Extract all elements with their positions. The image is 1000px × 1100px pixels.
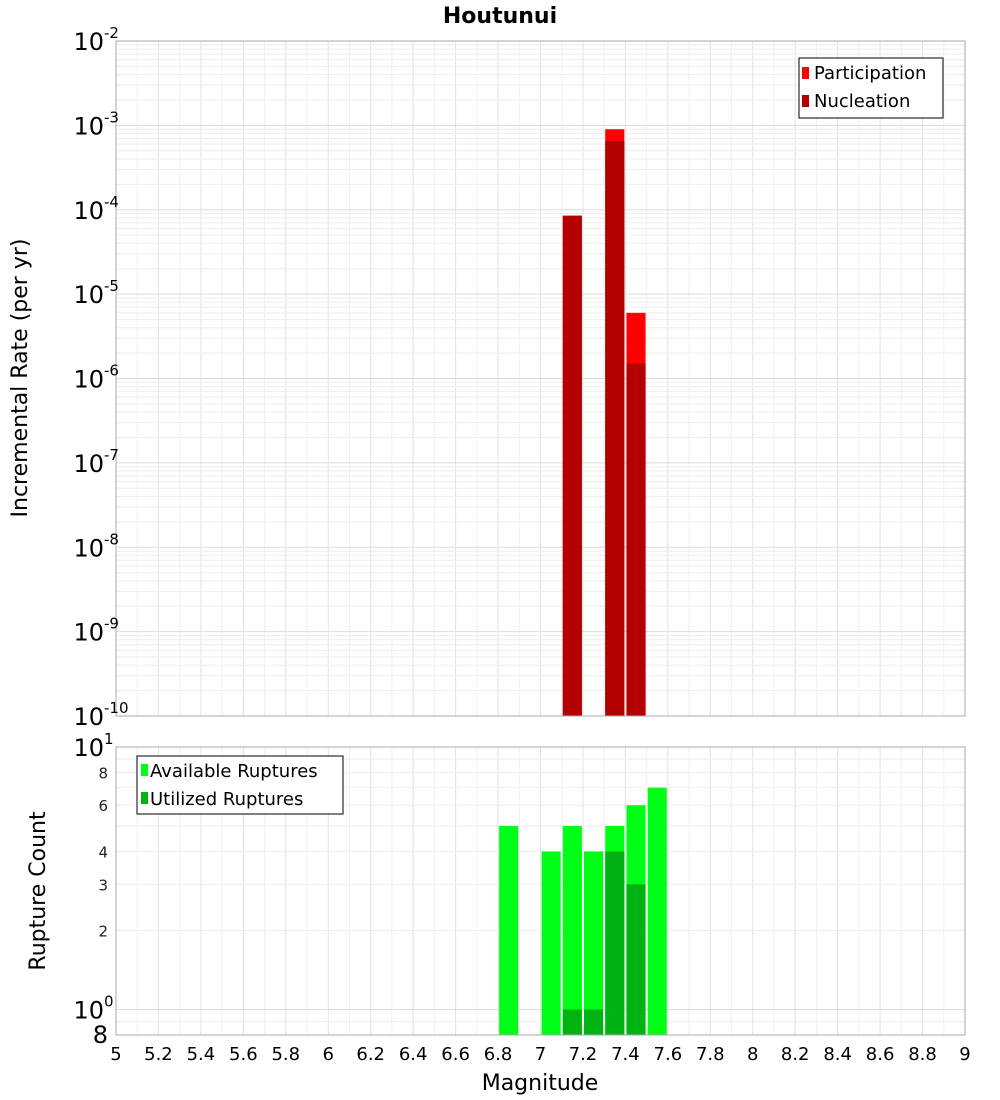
rate-y-tick-base: 10 xyxy=(73,703,104,731)
count-bar xyxy=(499,826,519,1035)
rate-y-tick-base: 10 xyxy=(73,197,104,225)
x-tick-label: 8.4 xyxy=(823,1044,852,1065)
rate-y-tick-base: 10 xyxy=(73,281,104,309)
legend-label-utilized: Utilized Ruptures xyxy=(150,789,303,810)
x-tick-label: 5.8 xyxy=(271,1044,300,1065)
count-bar xyxy=(584,851,604,1035)
x-tick-label: 8.8 xyxy=(908,1044,937,1065)
count-bar xyxy=(605,851,625,1035)
x-tick-label: 6.2 xyxy=(356,1044,385,1065)
rate-y-tick-exponent: -8 xyxy=(104,530,119,548)
legend-label-nucleation: Nucleation xyxy=(814,91,910,112)
x-tick-label: 9 xyxy=(959,1044,970,1065)
rate-y-axis-label: Incremental Rate (per yr) xyxy=(8,239,33,518)
x-tick-label: 6.4 xyxy=(399,1044,428,1065)
count-bar xyxy=(626,884,646,1035)
rate-y-tick-exponent: -2 xyxy=(104,24,119,42)
x-tick-label: 5.2 xyxy=(144,1044,173,1065)
x-tick-label: 5 xyxy=(110,1044,121,1065)
x-tick-label: 8.2 xyxy=(781,1044,810,1065)
count-bar xyxy=(584,1009,604,1035)
x-tick-label: 5.4 xyxy=(187,1044,216,1065)
x-tick-label: 6.8 xyxy=(484,1044,513,1065)
legend-swatch-nucleation xyxy=(802,95,809,107)
legend-swatch-available xyxy=(141,764,148,776)
rate-legend-box xyxy=(798,57,944,119)
count-y-tick-minor: 8 xyxy=(98,764,108,782)
rate-y-tick-exponent: -9 xyxy=(104,615,119,633)
x-tick-label: 7.6 xyxy=(654,1044,683,1065)
rate-y-tick-base: 10 xyxy=(73,366,104,394)
count-y-tick-minor: 4 xyxy=(98,843,108,861)
x-tick-label: 7.2 xyxy=(569,1044,598,1065)
rate-plot-frame xyxy=(115,40,966,717)
x-tick-label: 7.8 xyxy=(696,1044,725,1065)
rate-y-tick-base: 10 xyxy=(73,28,104,56)
x-tick-label: 8.6 xyxy=(866,1044,895,1065)
rate-bar xyxy=(626,363,646,716)
rate-y-tick-exponent: -4 xyxy=(104,193,119,211)
x-tick-label: 8 xyxy=(747,1044,758,1065)
count-legend-box xyxy=(136,755,344,815)
count-y-tick-base: 10 xyxy=(73,997,104,1025)
count-bar xyxy=(562,826,582,1035)
x-axis-label: Magnitude xyxy=(482,1071,599,1096)
rate-y-tick-exponent: -7 xyxy=(104,446,119,464)
count-plot-frame xyxy=(115,746,966,1036)
rate-y-tick-exponent: -3 xyxy=(104,108,119,126)
count-y-tick-minor: 2 xyxy=(98,923,108,941)
rate-bar xyxy=(605,141,625,717)
count-bar xyxy=(541,851,561,1035)
legend-swatch-participation xyxy=(802,67,809,79)
count-bar xyxy=(562,1009,582,1035)
legend-label-participation: Participation xyxy=(814,63,926,84)
legend-swatch-utilized xyxy=(141,792,148,804)
count-legend: Available Ruptures Utilized Ruptures xyxy=(136,755,344,815)
x-ticks: 5 5.2 5.4 5.6 5.8 6 6.2 6.4 6.6 6.8 7 7.2 7.4 7.6 7.8 8… xyxy=(110,1044,970,1065)
rate-y-tick-exponent: -6 xyxy=(104,362,119,380)
count-bars xyxy=(499,787,667,1035)
x-tick-label: 6.6 xyxy=(441,1044,470,1065)
legend-label-available: Available Ruptures xyxy=(150,761,318,782)
rate-y-tick-exponent: -10 xyxy=(104,699,129,717)
count-y-tick-base: 10 xyxy=(73,734,104,762)
count-y-tick-minor: 3 xyxy=(98,876,108,894)
count-y-axis-label: Rupture Count xyxy=(26,811,51,971)
count-y-tick-exponent: 0 xyxy=(104,993,114,1011)
rate-y-tick-base: 10 xyxy=(73,534,104,562)
count-bar xyxy=(647,787,667,1035)
count-y-tick-minor: 6 xyxy=(98,797,108,815)
x-tick-label: 7 xyxy=(535,1044,546,1065)
rate-bars xyxy=(562,129,646,717)
rate-y-tick-base: 10 xyxy=(73,112,104,140)
rate-bar xyxy=(562,215,582,717)
count-y-tick-minor: 8 xyxy=(93,1021,108,1049)
rate-y-tick-base: 10 xyxy=(73,450,104,478)
chart-title: Houtunui xyxy=(443,4,557,29)
rate-y-tick-base: 10 xyxy=(73,619,104,647)
x-tick-label: 5.6 xyxy=(229,1044,258,1065)
x-tick-label: 7.4 xyxy=(611,1044,640,1065)
rate-legend: Participation Nucleation xyxy=(798,57,944,119)
x-tick-label: 6 xyxy=(323,1044,334,1065)
rate-grid xyxy=(115,41,966,717)
rate-y-tick-exponent: -5 xyxy=(104,277,119,295)
count-y-tick-exponent: 1 xyxy=(104,730,114,748)
